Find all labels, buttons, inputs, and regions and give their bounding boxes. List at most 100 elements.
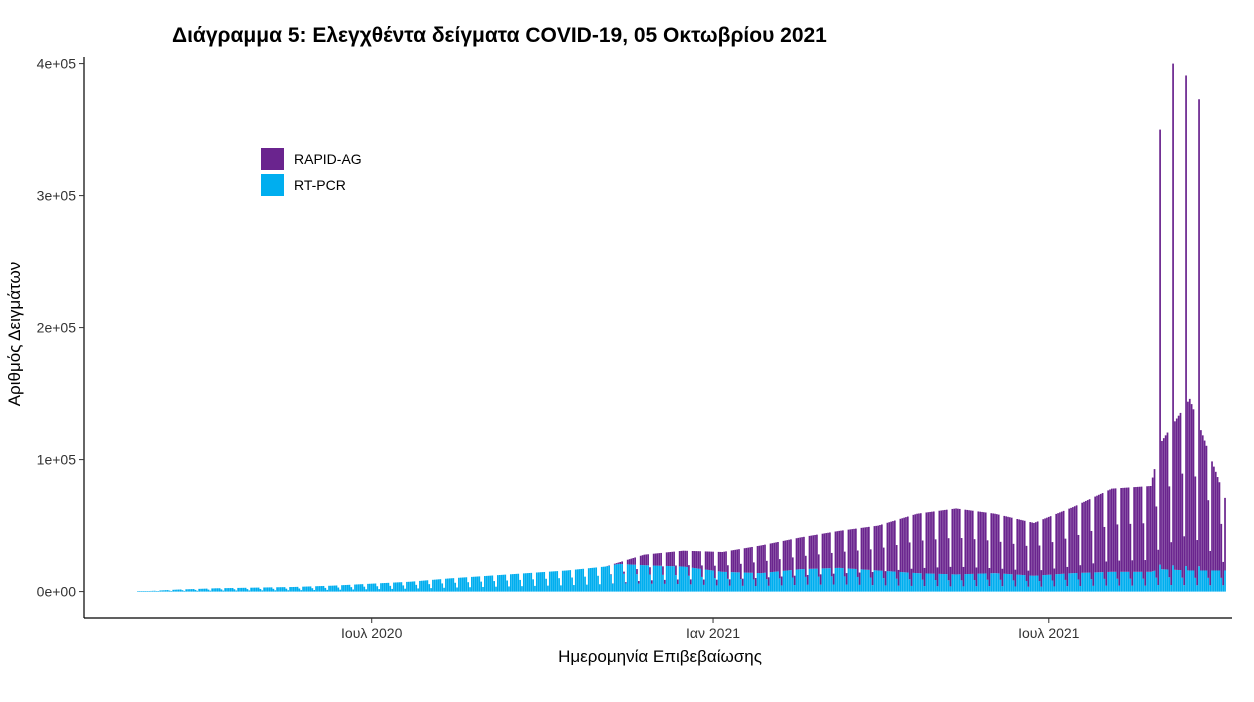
rt-pcr-bar (591, 567, 594, 592)
rapid-ag-bar (908, 542, 911, 580)
rapid-ag-bar (1036, 521, 1039, 576)
rapid-ag-bar (751, 546, 753, 573)
rt-pcr-bar (471, 576, 473, 592)
rapid-ag-bar (1200, 430, 1202, 571)
rt-pcr-bar (1159, 564, 1161, 592)
rt-pcr-bar (485, 575, 488, 592)
rt-pcr-bar (1027, 586, 1030, 592)
rt-pcr-bar (411, 581, 414, 592)
rt-pcr-bar (415, 584, 418, 592)
rapid-ag-bar (1148, 486, 1150, 572)
rapid-ag-bar (1161, 440, 1163, 570)
rt-pcr-bar (823, 568, 826, 592)
rt-pcr-bar (630, 564, 633, 592)
rt-pcr-bar (428, 584, 431, 592)
rt-pcr-bar (1140, 571, 1143, 592)
rapid-ag-bar (790, 539, 792, 571)
rt-pcr-bar (814, 568, 816, 592)
rt-pcr-bar (1181, 577, 1184, 592)
rt-pcr-bar (869, 577, 872, 592)
rt-pcr-bar (1153, 570, 1156, 592)
rt-pcr-bar (706, 569, 709, 592)
rt-pcr-bar (936, 586, 939, 592)
rapid-ag-bar (752, 562, 755, 580)
legend-swatch (261, 148, 284, 170)
rapid-ag-bar (1220, 523, 1223, 578)
rt-pcr-bar (1081, 572, 1084, 592)
rapid-ag-bar (717, 551, 720, 572)
rt-pcr-bar (500, 574, 503, 592)
rt-pcr-bar (1016, 574, 1019, 592)
rapid-ag-bar (749, 547, 751, 573)
rapid-ag-bar (656, 553, 659, 566)
rapid-ag-bar (1010, 517, 1013, 575)
rt-pcr-bar (283, 587, 286, 592)
rt-pcr-bar (624, 583, 627, 592)
rapid-ag-bar (773, 542, 776, 572)
rt-pcr-bar (621, 564, 623, 592)
rapid-ag-bar (1142, 523, 1145, 579)
rt-pcr-bar (1046, 574, 1048, 592)
rt-pcr-bar (1005, 573, 1007, 592)
rapid-ag-bar (1103, 526, 1106, 579)
rapid-ag-bar (1075, 505, 1078, 573)
rt-pcr-bar (1109, 571, 1111, 592)
rt-pcr-bar (903, 572, 905, 592)
rt-pcr-bar (992, 573, 994, 592)
rapid-ag-bar (806, 574, 809, 585)
rt-pcr-bar (1066, 586, 1069, 592)
rt-pcr-bar (554, 571, 557, 592)
rt-pcr-bar (181, 590, 184, 592)
rt-pcr-bar (977, 573, 980, 592)
rapid-ag-bar (793, 575, 796, 586)
rt-pcr-bar (144, 591, 147, 592)
rapid-ag-bar (968, 510, 970, 574)
rapid-ag-bar (688, 565, 690, 576)
rt-pcr-bar (886, 571, 889, 592)
rt-pcr-bar (313, 590, 316, 592)
rt-pcr-bar (678, 566, 681, 592)
rt-pcr-bar (530, 572, 533, 592)
rt-pcr-bar (1188, 570, 1191, 592)
rapid-ag-bar (1224, 497, 1226, 571)
rapid-ag-bar (817, 554, 820, 577)
rt-pcr-bar (491, 575, 494, 592)
rt-pcr-bar (825, 568, 828, 592)
rt-pcr-bar (183, 590, 186, 592)
rt-pcr-bar (1185, 566, 1187, 592)
rt-pcr-bar (940, 573, 943, 592)
rapid-ag-bar (1079, 565, 1082, 586)
rt-pcr-bar (675, 575, 677, 592)
rt-pcr-bar (714, 578, 716, 592)
rt-pcr-bar (526, 573, 529, 592)
rt-pcr-bar (404, 588, 406, 592)
rapid-ag-bar (836, 531, 839, 568)
rt-pcr-bar (778, 578, 781, 592)
rt-pcr-bar (600, 566, 603, 592)
rapid-ag-bar (1129, 523, 1132, 579)
rt-pcr-bar (895, 578, 898, 592)
rt-pcr-bar (864, 569, 866, 592)
rapid-ag-bar (1201, 435, 1204, 571)
rapid-ag-bar (1031, 522, 1033, 576)
rt-pcr-bar (868, 569, 870, 592)
rt-pcr-bar (454, 582, 457, 592)
rt-pcr-bar (574, 569, 577, 592)
rt-pcr-bar (751, 572, 753, 592)
rapid-ag-bar (784, 540, 787, 571)
rt-pcr-bar (953, 574, 956, 592)
rapid-ag-bar (760, 545, 763, 574)
rt-pcr-bar (1008, 574, 1011, 592)
rt-pcr-bar (478, 576, 481, 592)
rapid-ag-bar (632, 558, 635, 565)
rapid-ag-bar (1088, 499, 1091, 573)
rapid-ag-bar (1122, 487, 1124, 572)
rt-pcr-bar (1094, 572, 1097, 592)
rt-pcr-bar (1209, 585, 1212, 592)
rt-pcr-bar (359, 584, 362, 592)
rt-pcr-bar (157, 591, 160, 592)
rt-pcr-bar (146, 591, 149, 592)
rapid-ag-bar (1140, 486, 1143, 572)
rt-pcr-bar (1023, 575, 1026, 592)
rt-pcr-bar (804, 576, 807, 592)
